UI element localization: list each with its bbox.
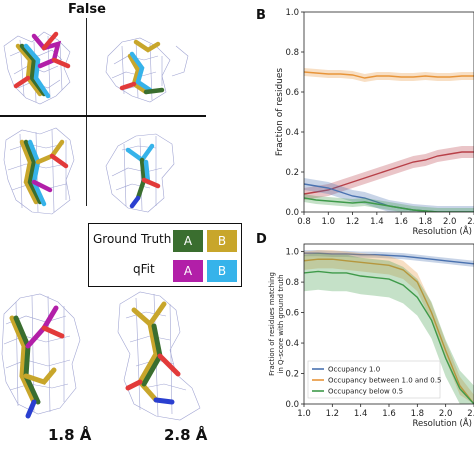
- x-tick-label: 1.6: [394, 217, 408, 227]
- x-tick-label: 1.8: [419, 217, 433, 227]
- resolution-label-1: 1.8 Å: [48, 426, 92, 444]
- y-tick-label: 0.4: [285, 339, 299, 349]
- legend-entry: Occupancy 1.0: [328, 366, 380, 374]
- molecule-image-4: [105, 133, 175, 213]
- legend-label: Ground Truth: [93, 232, 172, 246]
- y-tick-label: 1.0: [285, 8, 299, 18]
- panel-letter-b: B: [256, 8, 266, 23]
- x-tick-label: 1.8: [411, 409, 425, 419]
- legend-swatch-a: A: [173, 260, 203, 282]
- x-tick-label: 1.2: [346, 217, 360, 227]
- chart-legend: [307, 360, 441, 399]
- y-axis-label: in Q-score with ground truth: [277, 274, 285, 373]
- molecule-image-6: [117, 291, 201, 421]
- chart-d: 1.0 1.2 1.4 1.6 1.8 2.0 2.2 0.0 0.2 0.4 0.6 0.8 1.0 R…: [268, 243, 474, 429]
- x-tick-label: 1.4: [354, 409, 368, 419]
- molecule-image-5: [1, 293, 81, 419]
- y-axis-label: Fraction of residues: [275, 68, 285, 157]
- resolution-label-2: 2.8 Å: [164, 426, 208, 444]
- horizontal-divider: [0, 115, 206, 117]
- series-band-2: [304, 178, 474, 212]
- legend-swatch-a: A: [173, 230, 203, 252]
- x-tick-label: 2.0: [439, 409, 453, 419]
- y-tick-label: 1.0: [285, 248, 299, 258]
- series-line-3: [304, 197, 474, 212]
- x-axis-label: Resolution (Å): [412, 417, 472, 429]
- y-tick-label: 0.6: [285, 88, 299, 98]
- y-axis-label: Fraction of residues matching: [268, 272, 276, 376]
- series-band-2: [304, 253, 474, 404]
- series-band-1: [304, 146, 474, 200]
- x-tick-label: 1.6: [382, 409, 396, 419]
- series-band-1: [304, 250, 474, 404]
- molecule-image-1: [3, 31, 71, 105]
- x-tick-label: 2.2: [467, 409, 474, 419]
- x-tick-label: 1.0: [297, 409, 311, 419]
- legend-box: Ground Truth A B qFit A B: [88, 223, 242, 287]
- axes-frame: [303, 11, 474, 213]
- vertical-divider: [86, 18, 87, 206]
- y-tick-label: 0.2: [285, 168, 299, 178]
- x-tick-label: 2.0: [443, 217, 457, 227]
- chart-b: 0.8 1.0 1.2 1.4 1.6 1.8 2.0 2.2 0.0 0.2 0.4 0.6 0.8 1…: [275, 8, 474, 237]
- series-band-0: [304, 68, 474, 82]
- y-tick-label: 0.0: [285, 400, 299, 410]
- legend-entry: Occupancy between 1.0 and 0.5: [328, 377, 441, 385]
- y-tick-label: 0.2: [285, 370, 299, 380]
- panel-a: False: [0, 2, 242, 444]
- legend-swatch-b: B: [207, 260, 237, 282]
- x-tick-label: 0.8: [297, 217, 311, 227]
- legend-swatch-b: B: [207, 230, 237, 252]
- x-axis-label: Resolution (Å): [412, 225, 472, 237]
- series-line-1: [304, 258, 474, 404]
- legend-row-ground-truth: Ground Truth A B: [89, 226, 241, 256]
- y-tick-label: 0.4: [285, 128, 299, 138]
- panel-letter-d: D: [256, 232, 267, 247]
- y-tick-label: 0.6: [285, 309, 299, 319]
- y-tick-label: 0.0: [285, 208, 299, 218]
- x-tick-label: 1.4: [370, 217, 384, 227]
- series-band-3: [304, 194, 474, 212]
- x-tick-label: 2.2: [467, 217, 474, 227]
- series-line-0: [304, 71, 474, 79]
- false-header: False: [68, 2, 106, 17]
- legend-row-qfit: qFit A B: [89, 256, 241, 286]
- series-line-2: [304, 270, 474, 404]
- series-line-0: [304, 252, 474, 265]
- legend-entry: Occupancy below 0.5: [328, 388, 403, 396]
- y-tick-label: 0.8: [285, 278, 299, 288]
- x-tick-label: 1.0: [322, 217, 336, 227]
- x-tick-label: 1.2: [326, 409, 340, 419]
- molecule-image-2: [105, 37, 189, 103]
- molecule-image-3: [3, 127, 75, 215]
- legend-label: qFit: [133, 262, 155, 276]
- y-tick-label: 0.8: [285, 48, 299, 58]
